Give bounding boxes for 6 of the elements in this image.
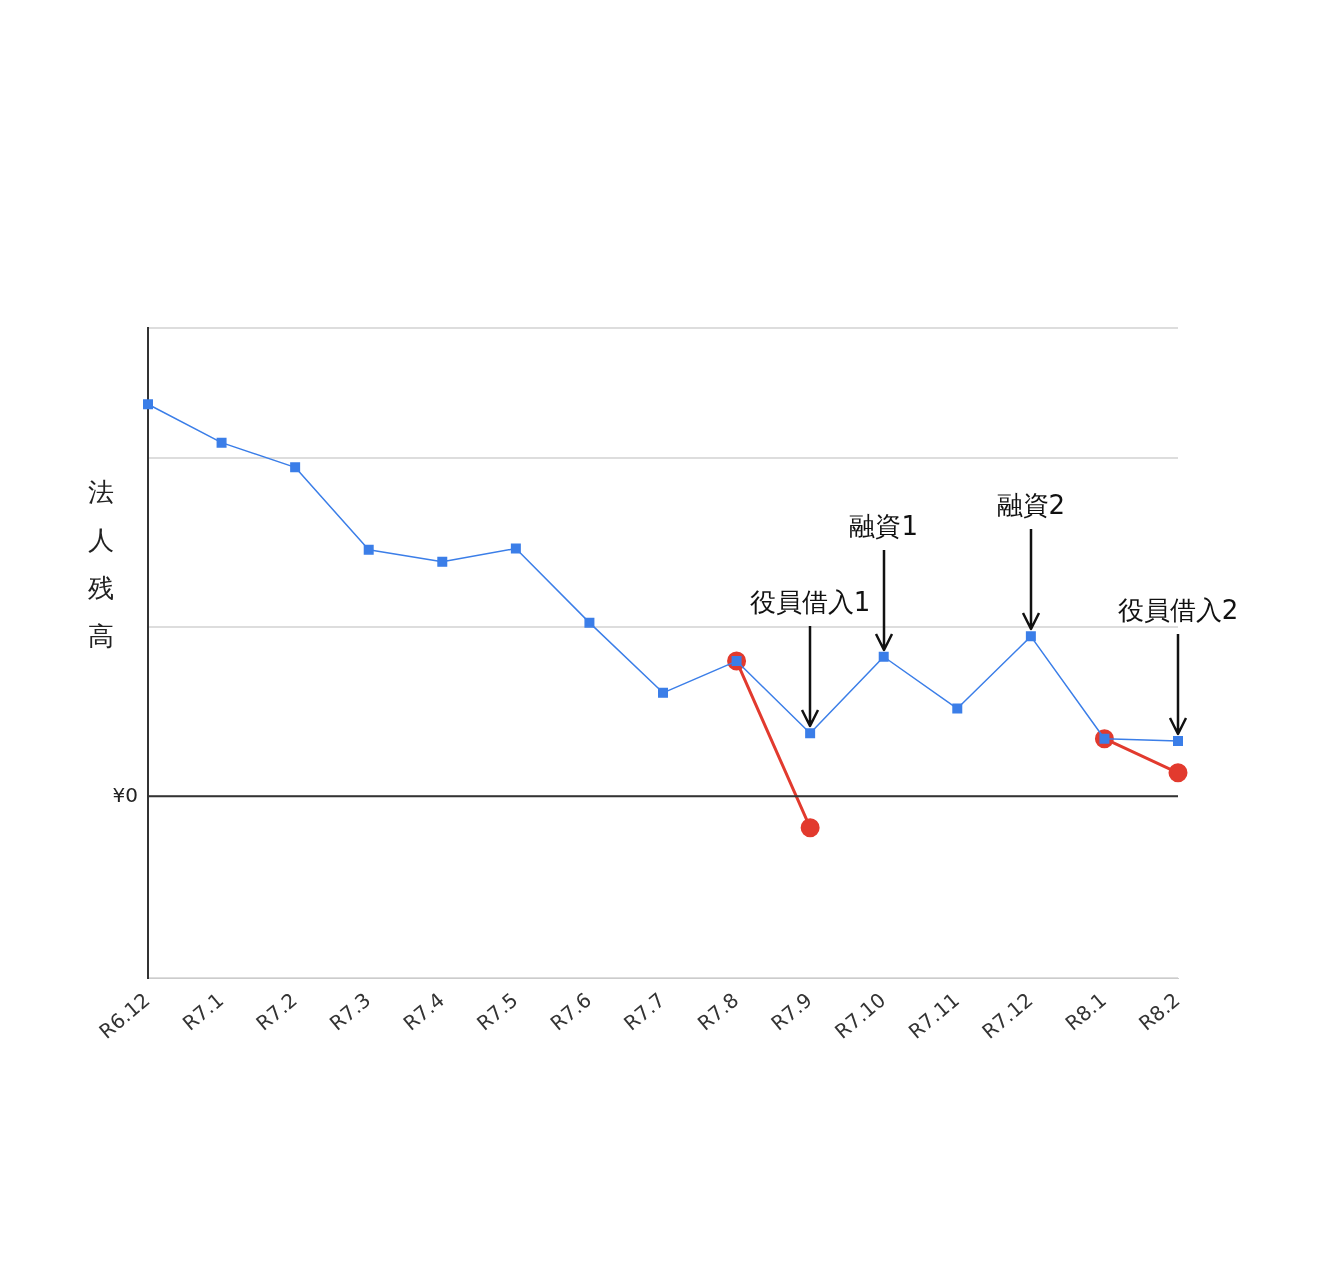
annotation: 役員借入1: [749, 586, 871, 619]
annotation: 融資1: [849, 509, 918, 542]
ref-line-label: ¥0: [112, 782, 138, 807]
annotation: 融資2: [996, 489, 1066, 522]
annotation: 役員借入2: [1117, 594, 1239, 627]
y-axis-title: 法人残高: [87, 476, 115, 653]
